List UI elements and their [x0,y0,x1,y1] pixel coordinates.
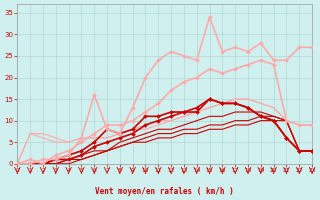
X-axis label: Vent moyen/en rafales ( km/h ): Vent moyen/en rafales ( km/h ) [95,187,234,196]
